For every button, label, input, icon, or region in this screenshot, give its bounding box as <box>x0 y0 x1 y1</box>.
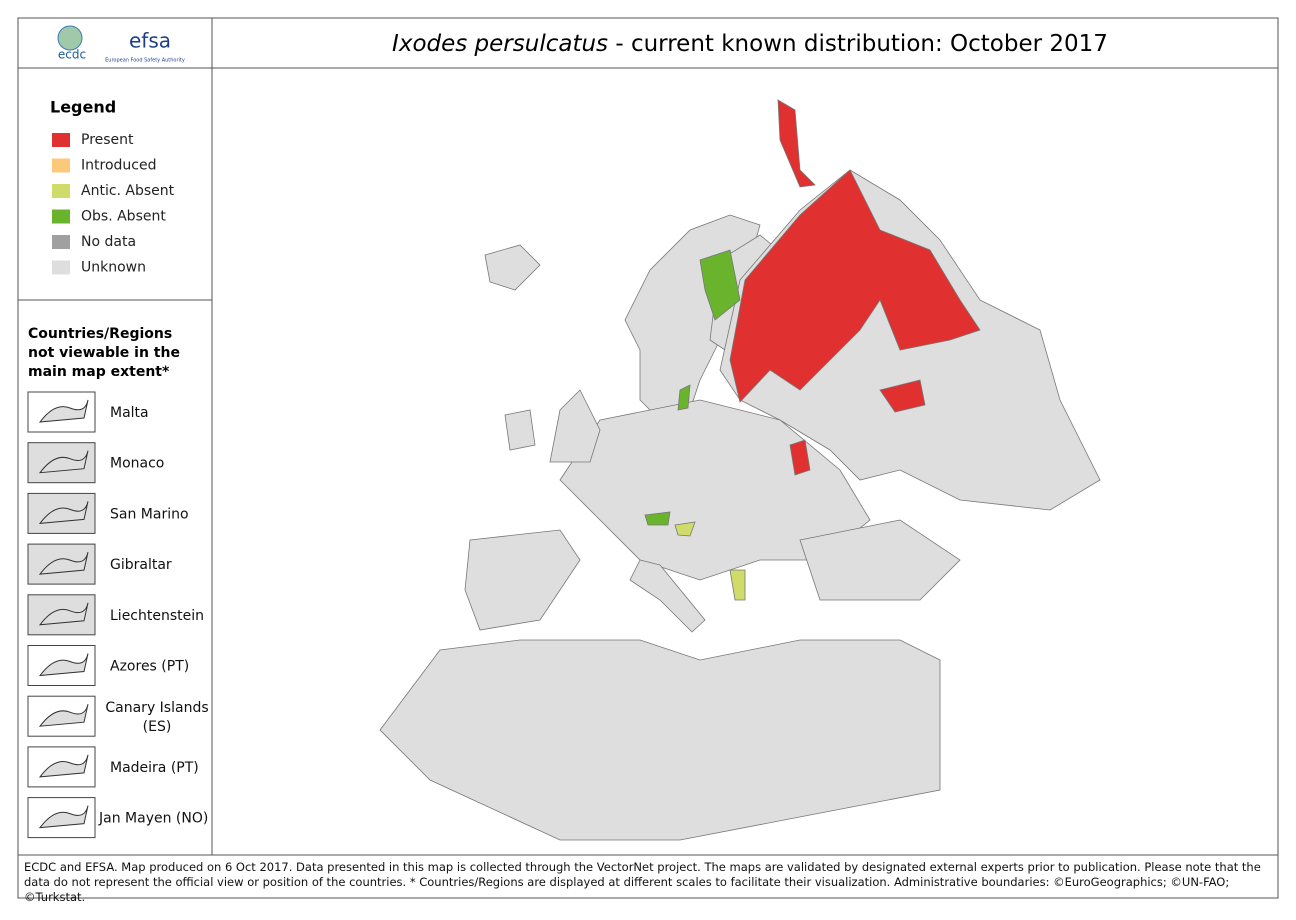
inset-label-line: (ES) <box>143 719 172 735</box>
iberia <box>464 529 581 631</box>
novaya-zemlya <box>777 99 816 188</box>
north-africa <box>379 639 941 841</box>
title-species: Ixodes persulcatus <box>392 31 608 57</box>
inset-shape <box>38 551 89 575</box>
inset-label: Madeira (PT) <box>110 760 199 776</box>
present-area <box>879 379 926 413</box>
inset-label: Gibraltar <box>110 557 172 573</box>
legend-label: Unknown <box>81 260 146 276</box>
obs-absent-area <box>699 249 741 321</box>
inset-label: Canary Islands (ES) <box>105 700 208 735</box>
legend-swatch <box>52 260 70 275</box>
footer: ECDC and EFSA. Map produced on 6 Oct 201… <box>24 860 1261 904</box>
basemap <box>379 99 1101 841</box>
efsa-logo: efsa <box>129 29 171 53</box>
obs-absent-area <box>644 511 671 526</box>
inset-label: San Marino <box>110 506 189 522</box>
legend-label: Introduced <box>81 158 156 174</box>
inset-title-line: Countries/Regions <box>28 326 172 342</box>
ireland <box>504 409 536 451</box>
great-britain <box>549 389 601 463</box>
inset-shape <box>38 653 89 677</box>
italy <box>629 559 706 633</box>
outer-frame <box>17 17 1279 899</box>
efsa-subtitle: European Food Safety Authority <box>105 58 185 64</box>
iceland <box>484 244 541 291</box>
inset-shape <box>38 399 89 423</box>
legend-swatch <box>52 133 70 147</box>
inset-label-line: Canary Islands <box>105 700 208 716</box>
obs-absent-area <box>677 384 691 411</box>
legend-swatch <box>52 184 70 198</box>
legend-title: Legend <box>50 98 116 117</box>
inset-title: Countries/Regions not viewable in the main… <box>28 326 180 380</box>
map-title: Ixodes persulcatus - current known distr… <box>392 31 1108 57</box>
turkey <box>799 519 961 601</box>
inset-label: Azores (PT) <box>110 659 189 675</box>
legend-label: Present <box>81 132 134 148</box>
present-area <box>789 439 811 476</box>
title-rest: - current known distribution: October 20… <box>615 31 1108 57</box>
inset-shape <box>38 501 89 524</box>
ecdc-globe <box>57 25 83 51</box>
inset-label: Liechtenstein <box>110 608 204 624</box>
legend-label: No data <box>81 234 136 250</box>
antic-absent-area <box>729 569 746 601</box>
inset-shape <box>38 805 89 829</box>
inset-label: Malta <box>110 405 149 421</box>
inset-title-line: main map extent* <box>28 364 170 380</box>
legend-swatch <box>52 209 70 224</box>
legend-swatch <box>52 158 70 173</box>
legend-swatch <box>52 235 70 249</box>
antic-absent-area <box>674 521 696 537</box>
ecdc-logo: ecdc <box>58 48 86 62</box>
inset-shape <box>38 704 89 727</box>
inset-title-line: not viewable in the <box>28 345 180 361</box>
present-area <box>729 169 981 403</box>
legend-label: Obs. Absent <box>81 209 166 225</box>
legend-label: Antic. Absent <box>81 183 175 199</box>
inset-shape <box>38 754 89 778</box>
inset-shape <box>38 450 89 474</box>
inset-label: Monaco <box>110 456 164 472</box>
inset-label: Jan Mayen (NO) <box>98 811 208 827</box>
inset-shape <box>38 602 89 626</box>
